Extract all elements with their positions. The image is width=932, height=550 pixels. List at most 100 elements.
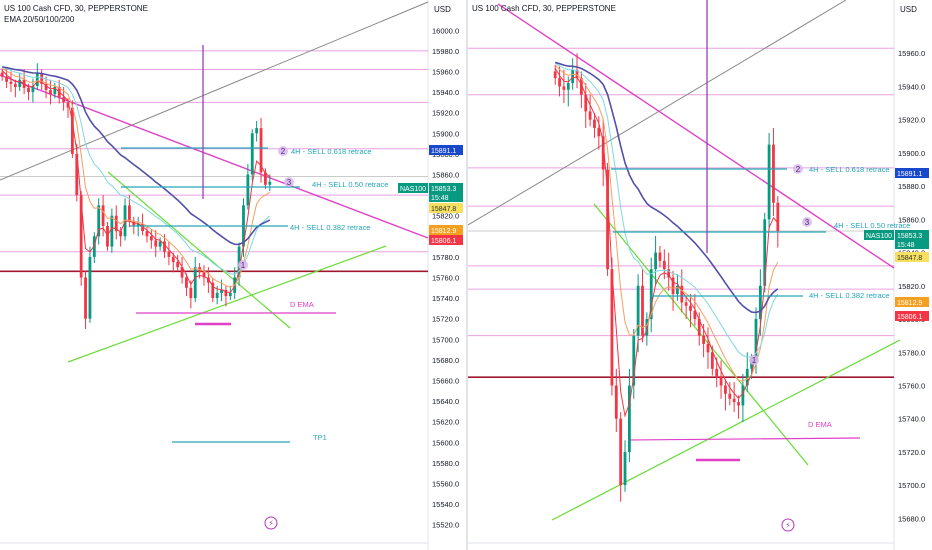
price-tick-label: 15960.0 bbox=[432, 68, 459, 77]
chart-pane-left: 2 4H - SELL 0.618 retrace 3 4H - SELL 0.50 … bbox=[0, 0, 463, 550]
time-tick-label: 06:00 bbox=[496, 548, 515, 550]
candle-body bbox=[627, 385, 631, 452]
candle-body bbox=[145, 231, 149, 237]
candle-body bbox=[610, 269, 614, 386]
ema200-line bbox=[554, 61, 779, 314]
ema100-line bbox=[554, 62, 779, 358]
candle-body bbox=[658, 252, 662, 261]
chart-right-title: US 100 Cash CFD, 30, PEPPERSTONE bbox=[472, 4, 616, 13]
candle-body bbox=[13, 83, 17, 87]
candle-body bbox=[92, 236, 96, 257]
candle-body bbox=[268, 181, 272, 185]
time-tick-label: 18:00 bbox=[586, 548, 605, 550]
candle-body bbox=[689, 305, 692, 311]
candle-body bbox=[224, 289, 228, 297]
candle-body bbox=[758, 285, 762, 320]
candle-body bbox=[185, 277, 188, 288]
candle-body bbox=[79, 195, 83, 278]
price-badge-value: 15812.9 bbox=[897, 300, 922, 307]
price-badge bbox=[895, 239, 929, 249]
candle-body bbox=[553, 71, 557, 79]
price-badge-value: 15812.9 bbox=[431, 228, 456, 235]
candle-body bbox=[702, 335, 706, 344]
price-tick-label: 15740.0 bbox=[898, 415, 925, 424]
ema100-line bbox=[2, 66, 271, 275]
annotation-marker-label: 1 bbox=[752, 356, 757, 365]
annotation-text: TP1 bbox=[313, 433, 327, 442]
candle-body bbox=[220, 289, 223, 293]
candle-body bbox=[101, 205, 105, 226]
candle-body bbox=[754, 319, 758, 361]
price-tick-label: 15640.0 bbox=[432, 397, 459, 406]
candle-body bbox=[732, 398, 736, 403]
price-tick-label: 15880.0 bbox=[898, 182, 925, 191]
price-badge bbox=[429, 192, 463, 202]
candle-body bbox=[776, 202, 780, 231]
time-tick-label: 06:00 bbox=[181, 548, 200, 550]
price-tick-label: 15820.0 bbox=[432, 212, 459, 221]
price-tick-label: 15940.0 bbox=[432, 88, 459, 97]
time-tick-label: 5 bbox=[130, 548, 134, 550]
price-axis-bg bbox=[894, 0, 932, 550]
candle-body bbox=[750, 360, 754, 369]
grey-trendline bbox=[468, 0, 847, 226]
candle-body bbox=[97, 205, 101, 237]
price-tick-label: 15600.0 bbox=[432, 438, 459, 447]
candle-body bbox=[167, 251, 171, 257]
ema50-line bbox=[554, 64, 779, 382]
price-badge bbox=[429, 183, 463, 193]
pane-divider[interactable] bbox=[466, 0, 468, 550]
price-tick-label: 15960.0 bbox=[898, 49, 925, 58]
candle-body bbox=[588, 111, 592, 120]
annotation-text: 4H - SELL 0.50 retrace bbox=[834, 221, 910, 230]
price-tick-label: 15700.0 bbox=[898, 481, 925, 490]
price-badge bbox=[895, 252, 929, 262]
candle-body bbox=[176, 262, 180, 268]
candle-body bbox=[136, 223, 140, 226]
candle-body bbox=[31, 85, 35, 93]
chart-left-title: US 100 Cash CFD, 30, PEPPERSTONE bbox=[4, 4, 148, 13]
green-trendline-support bbox=[551, 339, 901, 521]
green-trendline-resistance bbox=[593, 203, 809, 466]
candle-body bbox=[189, 287, 193, 299]
candle-body bbox=[597, 127, 601, 137]
candle-body bbox=[667, 269, 671, 278]
candle-body bbox=[724, 385, 727, 394]
lightning-icon-glyph: ⚡ bbox=[785, 521, 791, 530]
price-tick-label: 15920.0 bbox=[432, 109, 459, 118]
candle-body bbox=[27, 87, 30, 93]
symbol-badge bbox=[398, 183, 428, 193]
candle-body bbox=[53, 86, 57, 95]
candle-body bbox=[206, 277, 210, 283]
price-tick-label: 15720.0 bbox=[432, 315, 459, 324]
price-badge-value: 15:48 bbox=[431, 195, 449, 202]
candle-body bbox=[562, 86, 566, 90]
candle-body bbox=[601, 136, 605, 170]
candle-body bbox=[654, 252, 657, 270]
ema20-line bbox=[554, 67, 779, 418]
time-tick-label: 12:00 bbox=[722, 548, 741, 550]
price-badge bbox=[429, 235, 463, 245]
time-tick-label: 12:00 bbox=[385, 548, 404, 550]
chart-right-svg: 2 4H - SELL 0.618 retrace 3 4H - SELL 0.50 … bbox=[468, 0, 932, 550]
candle-body bbox=[671, 277, 675, 295]
time-tick-label: 06:00 bbox=[334, 548, 353, 550]
price-badge-value: 15853.3 bbox=[431, 186, 456, 193]
price-badge bbox=[895, 168, 929, 178]
price-badge bbox=[429, 203, 463, 213]
price-badge bbox=[429, 145, 463, 155]
ema200-line bbox=[2, 66, 271, 246]
d-ema-line bbox=[627, 437, 861, 441]
annotation-marker bbox=[284, 177, 294, 187]
chart-left-svg: 2 4H - SELL 0.618 retrace 3 4H - SELL 0.50 … bbox=[0, 0, 463, 550]
candle-body bbox=[259, 128, 263, 173]
green-trendline-support bbox=[67, 245, 387, 363]
candle-body bbox=[662, 260, 666, 270]
time-tick-label: 06:00 bbox=[28, 548, 47, 550]
candle-body bbox=[693, 310, 697, 320]
annotation-marker bbox=[749, 355, 759, 365]
ema20-line bbox=[1, 70, 271, 293]
time-tick-label: 6 bbox=[283, 548, 287, 550]
price-badge-value: 15:48 bbox=[897, 242, 915, 249]
time-tick-label: 06:00 bbox=[676, 548, 695, 550]
